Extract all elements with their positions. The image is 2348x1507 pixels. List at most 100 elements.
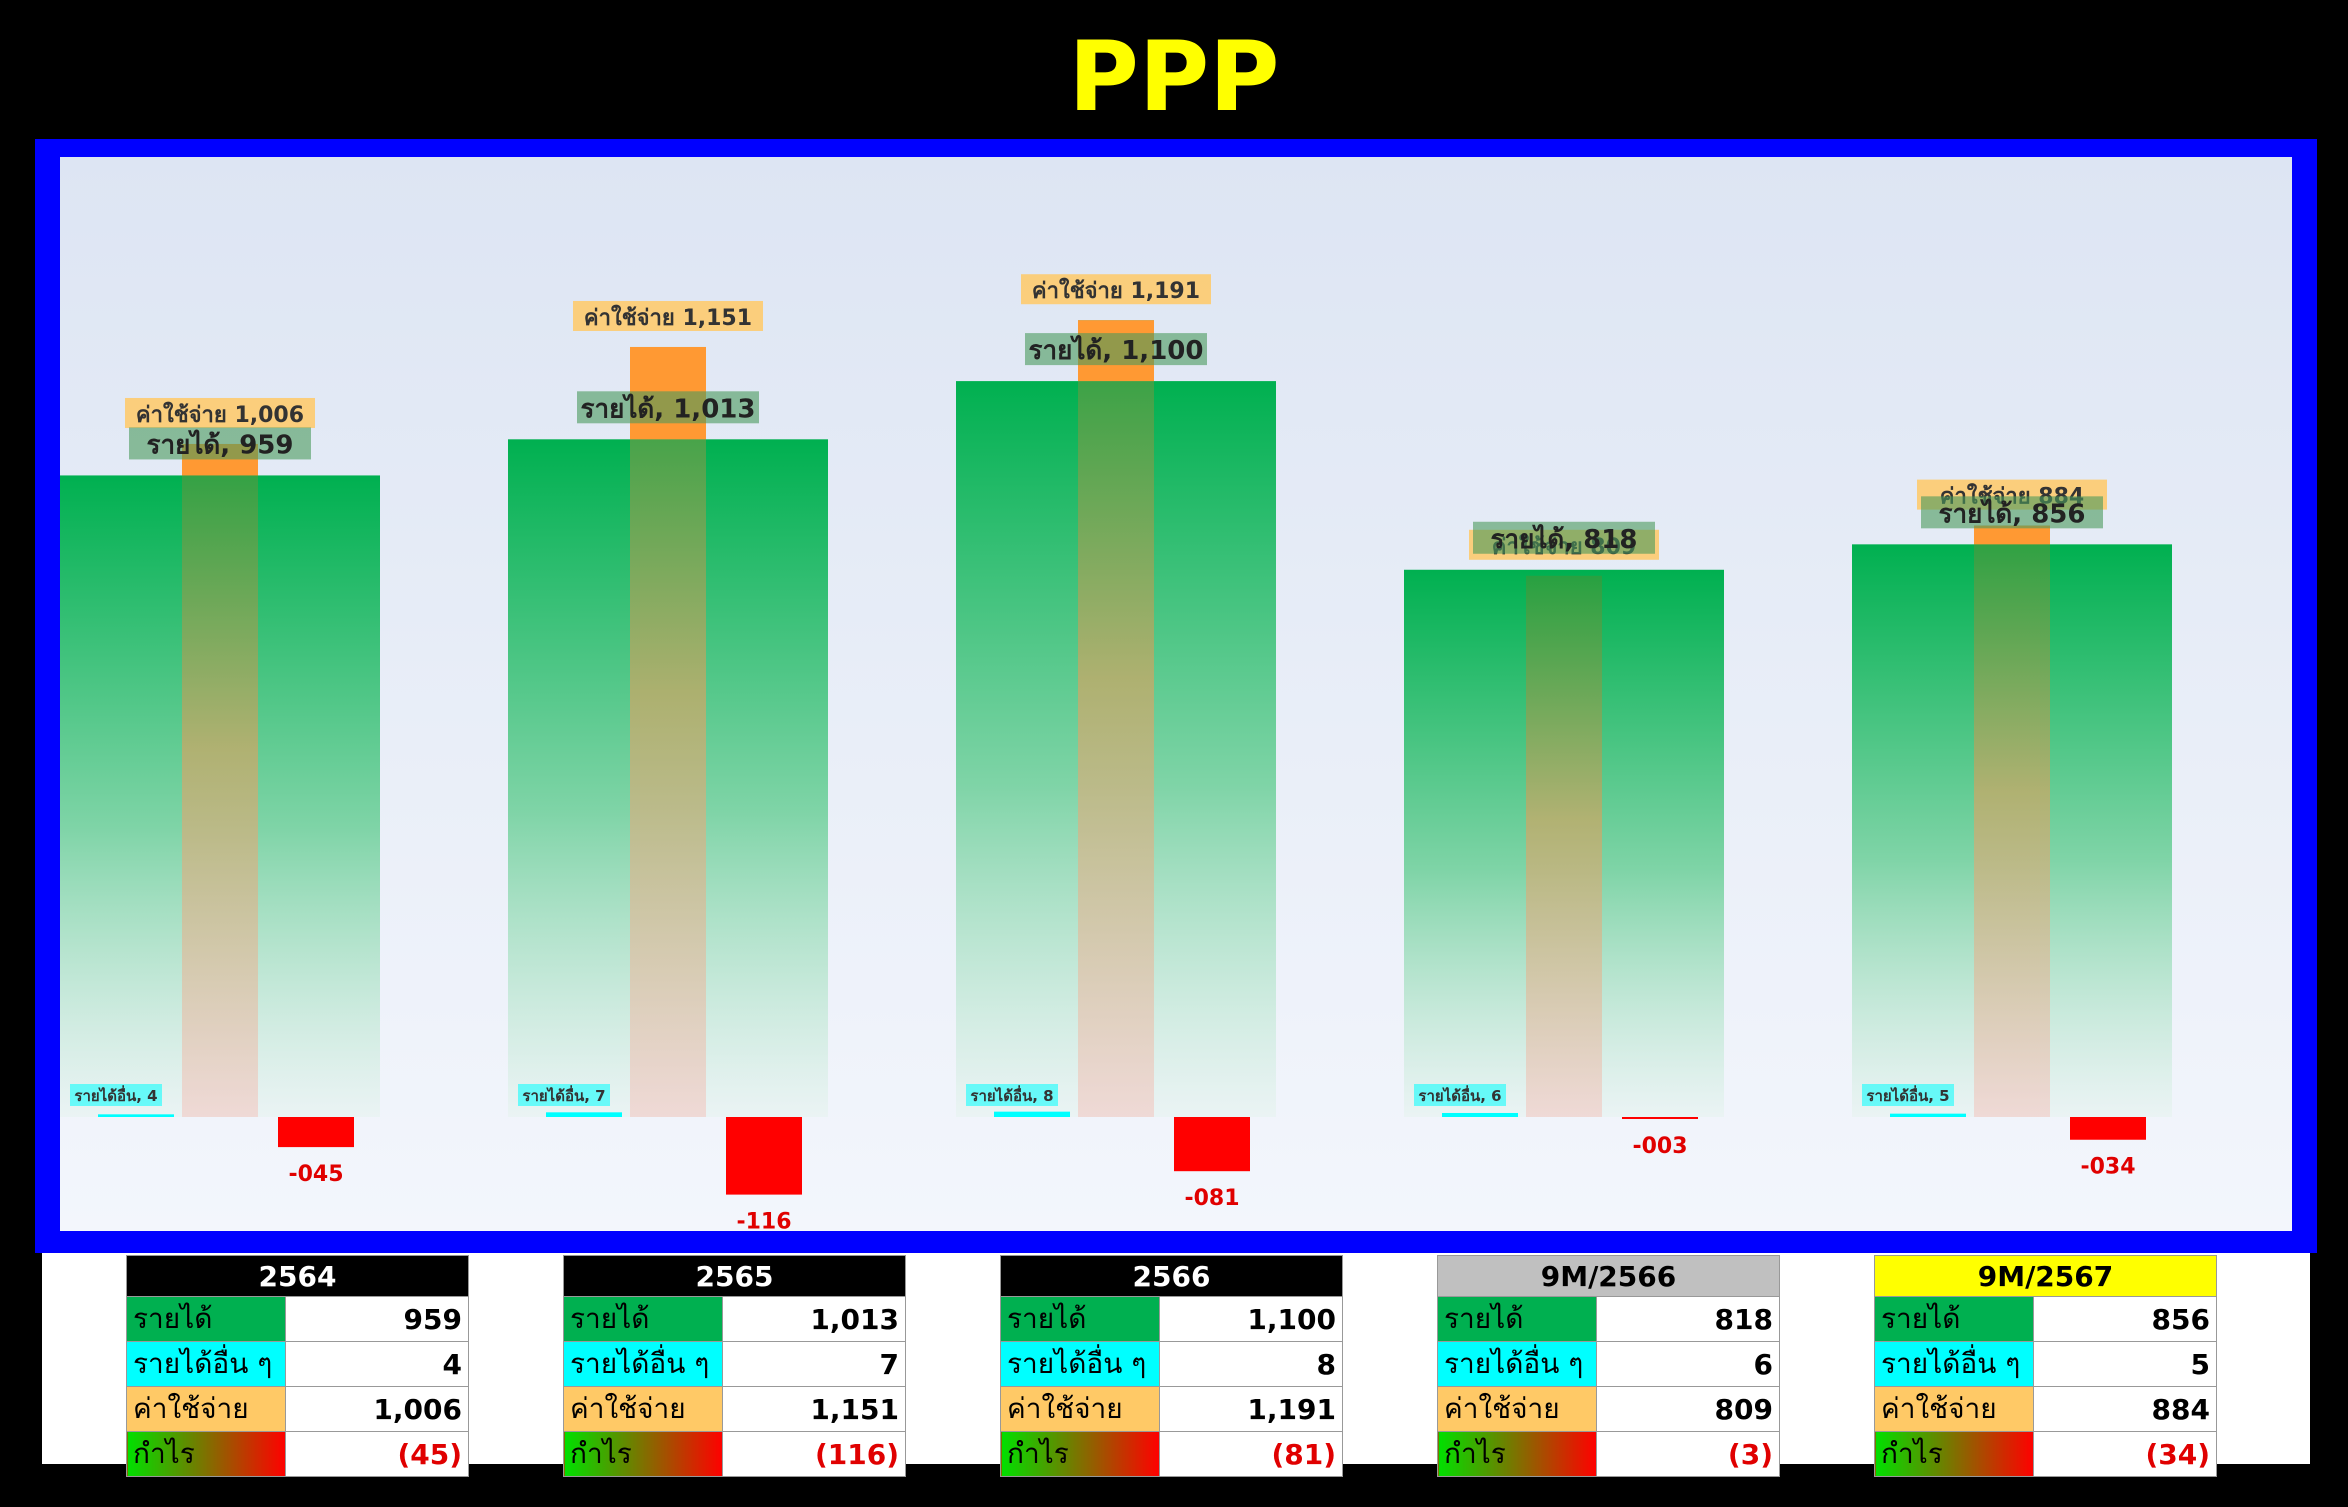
row-value: (116) <box>722 1431 906 1477</box>
other-label-box <box>966 1084 1058 1106</box>
profit-bar <box>278 1117 354 1148</box>
table-row: ค่าใช้จ่าย 1,151 <box>563 1386 906 1432</box>
other-income-bar <box>994 1111 1070 1117</box>
revenue-label-box <box>1473 521 1655 554</box>
table-row: กำไร (81) <box>1000 1431 1343 1477</box>
expense-bar <box>182 443 258 1118</box>
row-value: 5 <box>2033 1341 2217 1387</box>
row-value: 1,151 <box>722 1386 906 1432</box>
revenue-label-box <box>1921 496 2103 529</box>
row-value: 884 <box>2033 1386 2217 1432</box>
expense-data-label: ค่าใช้จ่าย 1,191 <box>1032 277 1200 304</box>
table-row: รายได้ 818 <box>1437 1296 1780 1342</box>
row-label: ค่าใช้จ่าย <box>1000 1386 1160 1432</box>
expense-label-box <box>1021 274 1211 305</box>
row-label: รายได้ <box>1000 1296 1160 1342</box>
summary-table: 2565 รายได้ 1,013 รายได้อื่น ๆ 7 ค่าใช้จ่าย 1,… <box>563 1255 906 1477</box>
table-row: รายได้ 856 <box>1874 1296 2217 1342</box>
plot-area: ค่าใช้จ่าย 1,006 รายได้, 959 รายได้อื่น, 4… <box>60 157 2292 1231</box>
row-value: 809 <box>1596 1386 1780 1432</box>
summary-table: 2566 รายได้ 1,100 รายได้อื่น ๆ 8 ค่าใช้จ่าย 1,… <box>1000 1255 1343 1477</box>
row-value: 1,013 <box>722 1296 906 1342</box>
other-label-box <box>1414 1084 1506 1106</box>
row-value: (81) <box>1159 1431 1343 1477</box>
chart-title: PPP <box>1068 21 1280 133</box>
row-value: 1,191 <box>1159 1386 1343 1432</box>
row-value: (34) <box>2033 1431 2217 1477</box>
revenue-data-label: รายได้, 1,100 <box>1029 334 1204 366</box>
revenue-data-label: รายได้, 818 <box>1491 523 1638 555</box>
expense-bar-top <box>1974 525 2050 545</box>
profit-data-label: -003 <box>1632 1134 1687 1159</box>
other-label-box <box>70 1084 162 1106</box>
other-label-box <box>518 1084 610 1106</box>
row-value: 856 <box>2033 1296 2217 1342</box>
expense-bar <box>630 346 706 1117</box>
row-value: 7 <box>722 1341 906 1387</box>
table-period-header: 9M/2567 <box>1874 1255 2217 1297</box>
table-row: กำไร (45) <box>126 1431 469 1477</box>
expense-data-label: ค่าใช้จ่าย 1,151 <box>584 304 752 331</box>
row-label: รายได้อื่น ๆ <box>1000 1341 1160 1387</box>
other-income-bar <box>546 1112 622 1117</box>
row-value: 8 <box>1159 1341 1343 1387</box>
row-label: รายได้อื่น ๆ <box>1874 1341 2034 1387</box>
profit-bar <box>726 1117 802 1195</box>
revenue-label-box <box>1025 333 1207 366</box>
row-label: รายได้อื่น ๆ <box>126 1341 286 1387</box>
row-label: ค่าใช้จ่าย <box>563 1386 723 1432</box>
row-label: กำไร <box>1000 1431 1160 1477</box>
revenue-data-label: รายได้, 1,013 <box>581 392 756 424</box>
summary-table: 9M/2566 รายได้ 818 รายได้อื่น ๆ 6 ค่าใช้จ่าย 8… <box>1437 1255 1780 1477</box>
other-income-bar <box>1442 1112 1518 1117</box>
expense-label-box <box>125 397 315 428</box>
row-label: กำไร <box>1437 1431 1597 1477</box>
row-label: รายได้ <box>1437 1296 1597 1342</box>
row-value: 1,006 <box>285 1386 469 1432</box>
row-value: (3) <box>1596 1431 1780 1477</box>
table-period-header: 2565 <box>563 1255 906 1297</box>
row-label: กำไร <box>1874 1431 2034 1477</box>
table-period-header: 2566 <box>1000 1255 1343 1297</box>
table-row: ค่าใช้จ่าย 809 <box>1437 1386 1780 1432</box>
expense-bar <box>1974 525 2050 1117</box>
row-label: ค่าใช้จ่าย <box>1874 1386 2034 1432</box>
profit-data-label: -116 <box>736 1210 791 1231</box>
other-income-data-label: รายได้อื่น, 4 <box>74 1085 157 1105</box>
other-income-data-label: รายได้อื่น, 6 <box>1418 1085 1501 1105</box>
profit-data-label: -034 <box>2080 1155 2135 1180</box>
other-income-data-label: รายได้อื่น, 5 <box>1866 1085 1949 1105</box>
profit-bar <box>1622 1117 1698 1120</box>
summary-tables: 2564 รายได้ 959 รายได้อื่น ๆ 4 ค่าใช้จ่าย 1,00… <box>42 1253 2310 1477</box>
profit-data-label: -045 <box>288 1162 343 1187</box>
row-value: 4 <box>285 1341 469 1387</box>
table-row: ค่าใช้จ่าย 1,006 <box>126 1386 469 1432</box>
summary-table: 9M/2567 รายได้ 856 รายได้อื่น ๆ 5 ค่าใช้จ่าย 8… <box>1874 1255 2217 1477</box>
table-row: รายได้ 1,013 <box>563 1296 906 1342</box>
revenue-label-box <box>129 427 311 460</box>
other-income-data-label: รายได้อื่น, 7 <box>522 1085 605 1105</box>
table-period-header: 2564 <box>126 1255 469 1297</box>
row-label: รายได้ <box>563 1296 723 1342</box>
row-value: (45) <box>285 1431 469 1477</box>
row-value: 1,100 <box>1159 1296 1343 1342</box>
row-label: รายได้อื่น ๆ <box>1437 1341 1597 1387</box>
row-label: รายได้ <box>126 1296 286 1342</box>
table-row: กำไร (3) <box>1437 1431 1780 1477</box>
other-income-bar <box>1890 1113 1966 1117</box>
table-row: รายได้ 959 <box>126 1296 469 1342</box>
table-row: รายได้ 1,100 <box>1000 1296 1343 1342</box>
row-value: 959 <box>285 1296 469 1342</box>
other-label-box <box>1862 1084 1954 1106</box>
table-period-header: 9M/2566 <box>1437 1255 1780 1297</box>
expense-bar <box>1078 320 1154 1117</box>
profit-bar <box>2070 1117 2146 1140</box>
row-label: กำไร <box>563 1431 723 1477</box>
other-income-data-label: รายได้อื่น, 8 <box>970 1085 1053 1105</box>
